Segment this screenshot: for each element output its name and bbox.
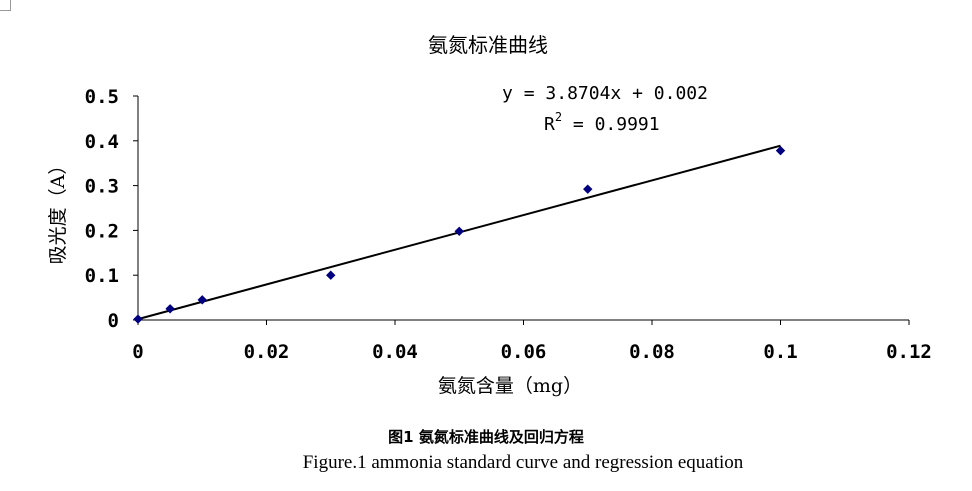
chart: 氨氮标准曲线 0 0.1 0.2 0.3 0.4 0.5 0 0.02 0.04 0.06 0.0… xyxy=(47,33,932,397)
x-tick-label: 0.12 xyxy=(886,341,932,363)
x-tick-label: 0.06 xyxy=(501,341,547,363)
data-point xyxy=(454,226,464,237)
y-tick-label: 0.1 xyxy=(85,265,119,287)
y-tick-label: 0.4 xyxy=(85,131,119,153)
x-tick-label: 0 xyxy=(132,341,143,363)
r-squared-exponent: 2 xyxy=(555,110,562,124)
r-squared-value: = 0.9991 xyxy=(562,114,660,135)
data-point xyxy=(583,184,593,194)
regression-equation: y = 3.8704x + 0.002 xyxy=(502,83,708,104)
window-corner xyxy=(0,0,11,11)
y-axis-ticks: 0 0.1 0.2 0.3 0.4 0.5 xyxy=(85,86,138,332)
caption-chinese: 图1 氨氮标准曲线及回归方程 xyxy=(388,428,584,446)
y-tick-label: 0 xyxy=(108,310,119,332)
data-point xyxy=(165,304,175,314)
r-squared-label: R2 = 0.9991 xyxy=(544,110,660,135)
x-tick-label: 0.1 xyxy=(763,341,797,363)
data-point xyxy=(775,145,786,156)
y-tick-label: 0.3 xyxy=(85,176,119,198)
y-axis-label: 吸光度（A） xyxy=(47,156,69,265)
x-tick-label: 0.08 xyxy=(629,341,675,363)
y-tick-label: 0.2 xyxy=(85,220,119,242)
x-tick-label: 0.02 xyxy=(244,341,290,363)
data-points xyxy=(133,145,786,324)
data-point xyxy=(133,314,143,324)
data-point xyxy=(326,270,336,280)
axes xyxy=(137,96,909,321)
x-axis-label: 氨氮含量（mg） xyxy=(438,375,582,397)
caption-english: Figure.1 ammonia standard curve and regr… xyxy=(302,452,744,473)
x-axis-ticks: 0 0.02 0.04 0.06 0.08 0.1 0.12 xyxy=(132,320,932,363)
y-tick-label: 0.5 xyxy=(85,86,119,108)
data-point xyxy=(197,295,207,305)
x-tick-label: 0.04 xyxy=(372,341,418,363)
chart-title: 氨氮标准曲线 xyxy=(428,33,548,57)
r-squared-letter: R xyxy=(544,114,555,135)
